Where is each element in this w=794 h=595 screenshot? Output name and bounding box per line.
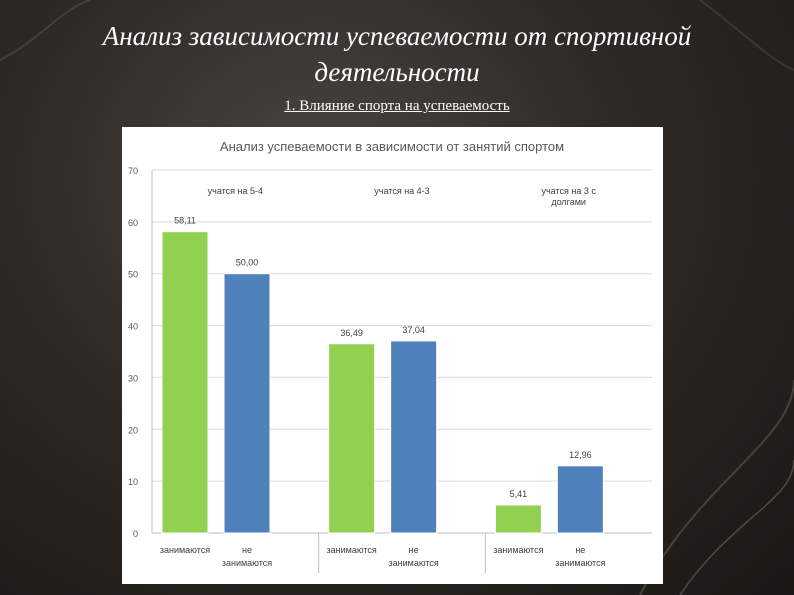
x-tick-label: занимаются (493, 545, 543, 555)
data-label: 5,41 (510, 489, 528, 499)
group-label: долгами (551, 197, 586, 207)
slide-title-line2: деятельности (314, 57, 480, 87)
group-label: учатся на 4-3 (374, 186, 429, 196)
data-label: 12,96 (569, 450, 592, 460)
y-tick-label: 70 (128, 166, 138, 176)
bar-chart: Анализ успеваемости в зависимости от зан… (128, 139, 652, 573)
x-tick-label: занимаются (327, 545, 377, 555)
bar (390, 340, 438, 534)
y-tick-label: 10 (128, 477, 138, 487)
y-tick-label: 20 (128, 425, 138, 435)
x-tick-label: не (242, 545, 252, 555)
x-tick-label: занимаются (389, 558, 439, 568)
bar (556, 465, 604, 534)
y-tick-label: 0 (133, 529, 138, 539)
slide-title: Анализ зависимости успеваемости от спорт… (40, 18, 754, 90)
slide-subtitle: 1. Влияние спорта на успеваемость (284, 98, 510, 114)
x-tick-label: не (409, 545, 419, 555)
bar (328, 343, 376, 534)
x-tick-label: занимаются (555, 558, 605, 568)
slide-title-line1: Анализ зависимости успеваемости от спорт… (102, 21, 692, 51)
data-label: 37,04 (402, 325, 425, 335)
y-tick-label: 60 (128, 218, 138, 228)
data-label: 36,49 (340, 328, 363, 338)
data-label: 58,11 (174, 216, 196, 226)
x-tick-label: не (575, 545, 585, 555)
data-label: 50,00 (236, 258, 259, 268)
y-tick-label: 50 (128, 270, 138, 280)
chart-panel: Анализ успеваемости в зависимости от зан… (122, 127, 663, 584)
chart-title: Анализ успеваемости в зависимости от зан… (220, 139, 564, 154)
bar (161, 231, 209, 534)
x-tick-label: занимаются (222, 558, 272, 568)
x-tick-label: занимаются (160, 545, 210, 555)
group-label: учатся на 5-4 (208, 186, 263, 196)
group-label: учатся на 3 с (541, 186, 596, 196)
y-tick-label: 40 (128, 322, 138, 332)
bar (223, 273, 271, 534)
bar (494, 504, 542, 534)
y-tick-label: 30 (128, 373, 138, 383)
